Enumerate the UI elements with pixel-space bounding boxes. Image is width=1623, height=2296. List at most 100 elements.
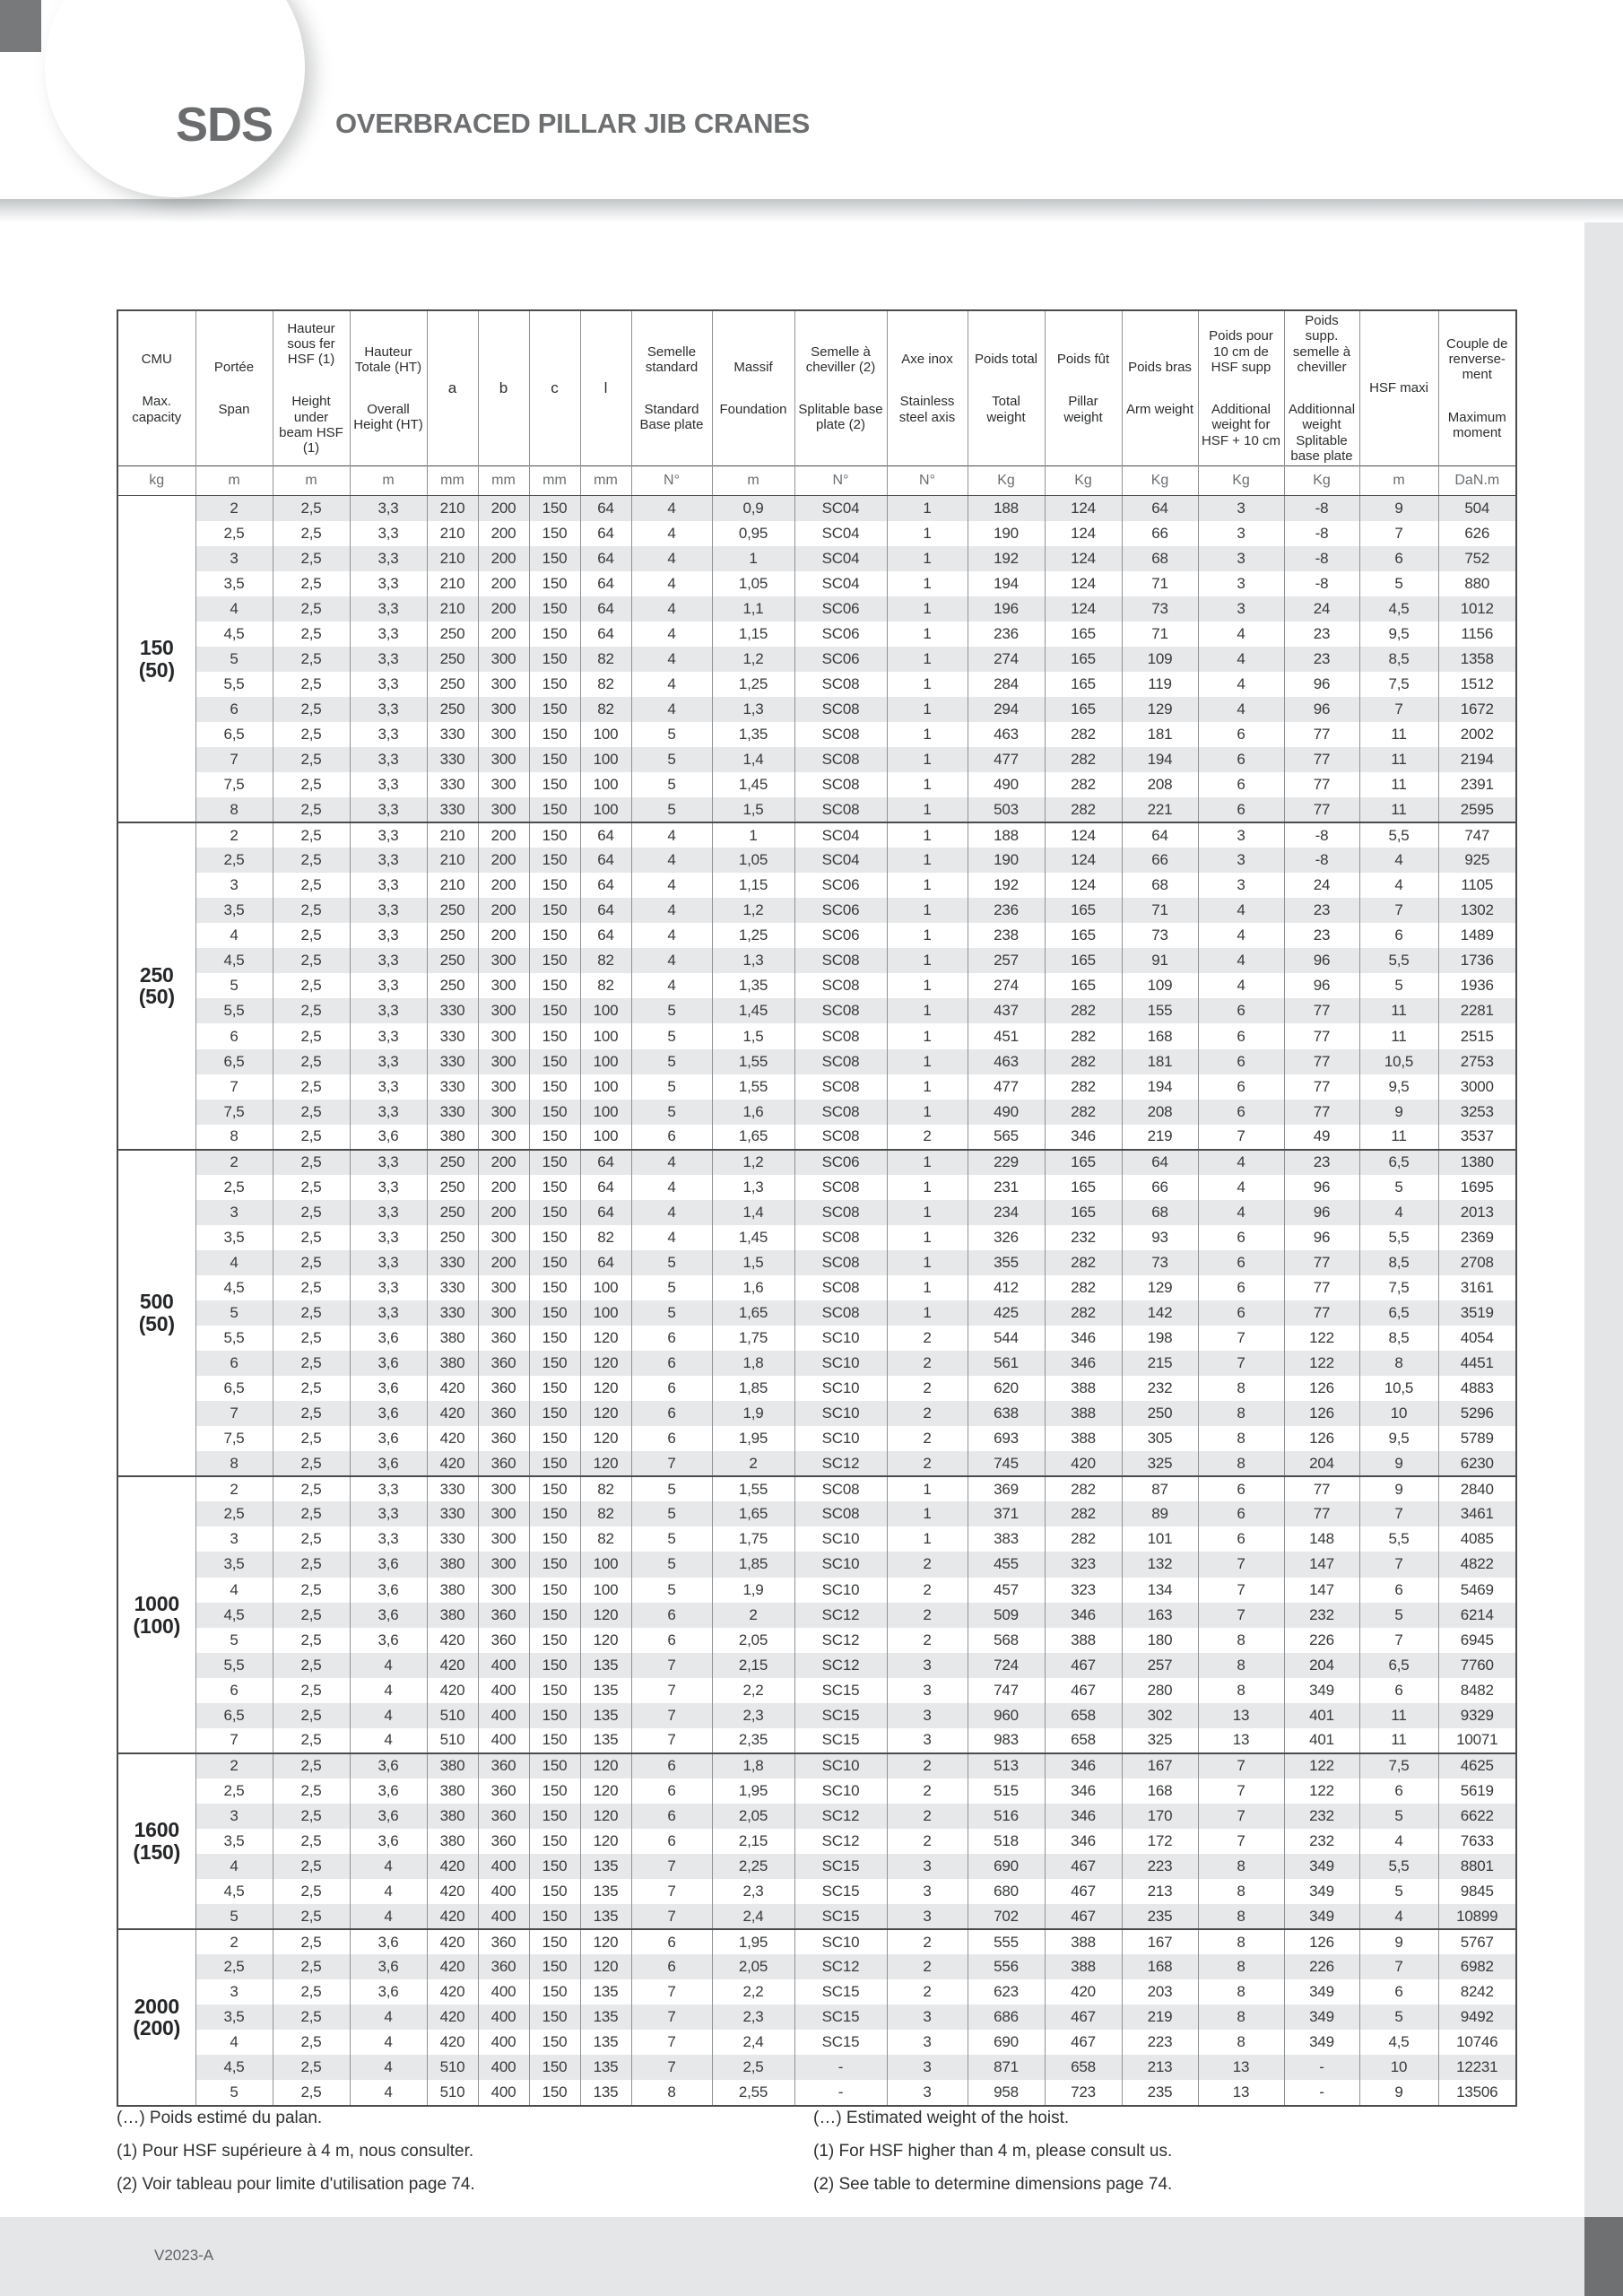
cell-dim-a: 330 [426,998,479,1024]
table-body: 150 (50) 2 2,5 3,3 210 200 150 64 4 0,9 SC04 1 188 124… [117,495,1517,2106]
cell-standard-base-plate: 7 [630,1451,713,1477]
cell-arm-weight: 325 [1121,1451,1199,1477]
cell-additional-weight-plate: -8 [1283,495,1360,521]
version-label: V2023-A [154,2247,214,2264]
cell-foundation: 1,15 [711,873,795,899]
cell-additional-weight-hsf: 8 [1197,1451,1285,1477]
cell-height-under-beam: 2,5 [272,898,351,924]
cell-splitable-base-plate: SC08 [794,696,888,722]
unit-standard-base-plate: N° [630,465,713,496]
footnote-fr-3: (2) Voir tableau pour limite d'utilisati… [117,2175,475,2194]
cell-stainless-axis: 1 [886,1174,968,1200]
cell-splitable-base-plate: SC08 [794,973,888,999]
cell-dim-a: 420 [426,1928,479,1955]
cell-hsf-maxi: 10 [1358,2055,1439,2081]
cell-maximum-moment: 8801 [1437,1854,1517,1880]
cell-dim-l: 64 [579,596,632,622]
cell-span: 7 [195,1401,273,1427]
cell-hsf-maxi: 9 [1358,495,1439,521]
table-row: 5,5 2,5 3,3 250 300 150 82 4 1,25 SC08 1 284 165 119 4… [117,671,1517,697]
cell-dim-a: 250 [426,1174,479,1200]
cell-dim-a: 510 [426,2055,479,2081]
cell-dim-b: 200 [477,520,530,546]
cell-dim-a: 420 [426,1954,479,1980]
cell-span: 4,5 [195,621,273,647]
cell-standard-base-plate: 4 [630,696,713,722]
cell-additional-weight-hsf: 8 [1197,2005,1285,2031]
cell-dim-b: 300 [477,1526,530,1552]
cell-pillar-weight: 346 [1044,1326,1123,1352]
cell-span: 4,5 [195,948,273,974]
cell-hsf-maxi: 9,5 [1358,1426,1439,1452]
cell-foundation: 2 [711,1451,795,1477]
cell-additional-weight-hsf: 8 [1197,1677,1285,1703]
table-row: 500 (50) 2 2,5 3,3 250 200 150 64 4 1,2 SC06 1 229 165… [117,1148,1517,1477]
cell-pillar-weight: 165 [1044,646,1123,672]
cell-dim-b: 200 [477,621,530,647]
cell-overall-height: 3,3 [349,998,428,1024]
cell-splitable-base-plate: SC10 [794,1326,888,1352]
cell-stainless-axis: 1 [886,721,968,747]
cell-hsf-maxi: 9 [1358,1475,1439,1502]
cell-overall-height: 4 [349,2005,428,2031]
cell-dim-c: 150 [528,1376,581,1402]
cell-dim-a: 510 [426,1727,479,1753]
cell-standard-base-plate: 5 [630,1300,713,1326]
cell-dim-c: 150 [528,1426,581,1452]
cell-standard-base-plate: 8 [630,2080,713,2106]
cell-dim-c: 150 [528,746,581,773]
cell-arm-weight: 172 [1121,1828,1199,1855]
cell-hsf-maxi: 11 [1358,1702,1439,1728]
cell-height-under-beam: 2,5 [272,621,351,647]
cell-hsf-maxi: 5,5 [1358,1224,1439,1250]
cell-dim-l: 100 [579,1048,632,1074]
cell-arm-weight: 155 [1121,998,1199,1024]
header-label-fr: Hauteur Totale (HT) [354,344,422,375]
cell-standard-base-plate: 4 [630,1224,713,1250]
cell-pillar-weight: 346 [1044,1602,1123,1628]
cell-additional-weight-hsf: 6 [1197,1224,1285,1250]
cell-splitable-base-plate: - [794,2055,888,2081]
cell-total-weight: 503 [967,797,1046,823]
cell-height-under-beam: 2,5 [272,1426,351,1452]
cell-dim-a: 330 [426,746,479,773]
cell-height-under-beam: 2,5 [272,1803,351,1829]
cell-dim-l: 135 [579,1979,632,2005]
cell-total-weight: 958 [967,2080,1046,2106]
cell-hsf-maxi: 5 [1358,1602,1439,1628]
table-row: 2,5 2,5 3,6 380 360 150 120 6 1,95 SC10 2 515 346 168… [117,1778,1517,1804]
cell-height-under-beam: 2,5 [272,721,351,747]
cell-overall-height: 3,6 [349,1552,428,1578]
cell-additional-weight-plate: 349 [1283,2030,1360,2056]
cell-stainless-axis: 2 [886,1627,968,1653]
cell-standard-base-plate: 5 [630,1501,713,1527]
cell-pillar-weight: 282 [1044,1300,1123,1326]
cell-overall-height: 3,3 [349,873,428,899]
cell-height-under-beam: 2,5 [272,495,351,521]
cell-overall-height: 3,6 [349,1351,428,1377]
cell-arm-weight: 73 [1121,596,1199,622]
cell-dim-l: 135 [579,1727,632,1753]
cell-total-weight: 555 [967,1928,1046,1955]
cell-foundation: 1,8 [711,1752,795,1779]
cell-dim-c: 150 [528,1326,581,1352]
cell-foundation: 2,15 [711,1652,795,1678]
cell-span: 8 [195,1451,273,1477]
cell-pillar-weight: 467 [1044,1854,1123,1880]
header-label-en: Foundation [719,402,787,417]
cell-hsf-maxi: 9 [1358,1928,1439,1955]
cell-dim-l: 120 [579,1752,632,1779]
cell-maximum-moment: 626 [1437,520,1517,546]
cell-stainless-axis: 2 [886,1602,968,1628]
cell-total-weight: 190 [967,520,1046,546]
cell-pillar-weight: 282 [1044,1048,1123,1074]
cell-standard-base-plate: 6 [630,1351,713,1377]
cell-height-under-beam: 2,5 [272,1224,351,1250]
cell-height-under-beam: 2,5 [272,1501,351,1527]
cell-additional-weight-hsf: 4 [1197,948,1285,974]
table-row: 5 2,5 4 510 400 150 135 8 2,55-3 958 723 235 13-9 135… [117,2080,1517,2106]
cell-pillar-weight: 323 [1044,1552,1123,1578]
cell-maximum-moment: 6214 [1437,1602,1517,1628]
cell-maximum-moment: 6945 [1437,1627,1517,1653]
cell-pillar-weight: 658 [1044,1702,1123,1728]
